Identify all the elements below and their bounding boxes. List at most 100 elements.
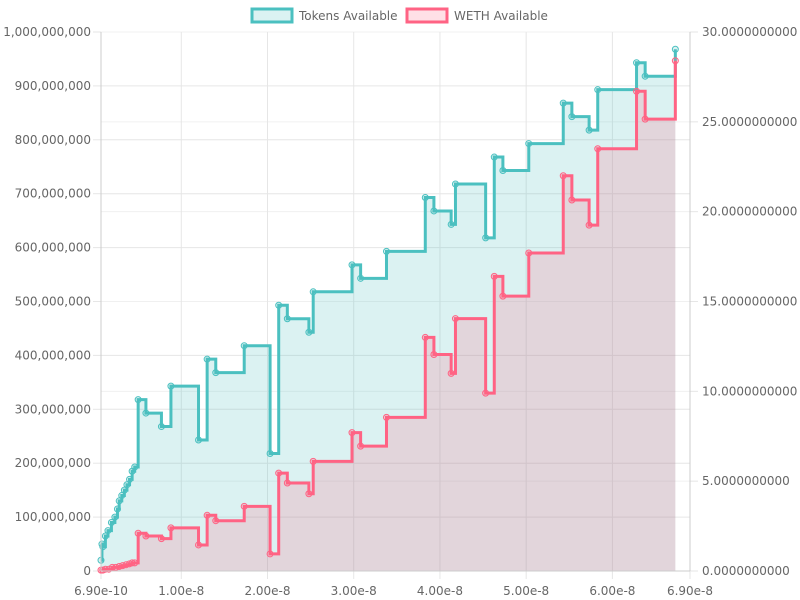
data-point-weth bbox=[134, 529, 142, 537]
data-point-weth bbox=[275, 469, 283, 477]
data-point-tokens bbox=[490, 153, 498, 161]
data-point-weth bbox=[421, 333, 429, 341]
data-point-tokens bbox=[126, 475, 134, 483]
data-point-weth bbox=[559, 172, 567, 180]
data-point-tokens bbox=[107, 518, 115, 526]
series-area-weth bbox=[101, 60, 676, 571]
data-point-tokens bbox=[203, 355, 211, 363]
data-point-weth bbox=[382, 413, 390, 421]
data-point-tokens bbox=[594, 86, 602, 94]
data-point-weth bbox=[594, 145, 602, 153]
x-tick-label: 2.00e-8 bbox=[244, 584, 290, 598]
data-point-tokens bbox=[115, 497, 123, 505]
y-left-tick-label: 600,000,000 bbox=[15, 241, 91, 255]
data-point-weth bbox=[167, 524, 175, 532]
data-point-weth bbox=[451, 315, 459, 323]
data-point-tokens bbox=[525, 140, 533, 148]
y-left-tick-label: 500,000,000 bbox=[15, 295, 91, 309]
data-point-weth bbox=[430, 351, 438, 359]
data-point-tokens bbox=[641, 72, 649, 80]
y-left-tick-label: 400,000,000 bbox=[15, 348, 91, 362]
y-left-tick-label: 700,000,000 bbox=[15, 187, 91, 201]
x-tick-label: 3.00e-8 bbox=[331, 584, 377, 598]
legend-swatch-tokens bbox=[250, 7, 294, 24]
x-tick-label: 6.90e-10 bbox=[74, 584, 128, 598]
data-point-weth bbox=[525, 249, 533, 257]
y-left-tick-label: 200,000,000 bbox=[15, 456, 91, 470]
legend: Tokens Available WETH Available bbox=[250, 7, 548, 24]
series-line-weth bbox=[101, 60, 677, 572]
y-right-tick-label: 10.0000000000 bbox=[702, 384, 797, 398]
x-tick-label: 5.00e-8 bbox=[503, 584, 549, 598]
data-point-weth bbox=[142, 532, 150, 540]
series-area-tokens bbox=[101, 49, 676, 572]
data-point-tokens bbox=[421, 193, 429, 201]
data-point-weth bbox=[195, 541, 203, 549]
data-point-tokens bbox=[357, 274, 365, 282]
series-line-tokens bbox=[100, 49, 677, 562]
data-point-weth bbox=[266, 550, 274, 558]
data-point-tokens bbox=[559, 99, 567, 107]
y-left-tick-label: 100,000,000 bbox=[15, 510, 91, 524]
data-point-weth bbox=[131, 559, 139, 567]
legend-item-weth[interactable]: WETH Available bbox=[405, 7, 548, 24]
data-point-tokens bbox=[633, 59, 641, 67]
y-right-tick-label: 0.0000000000 bbox=[702, 564, 790, 578]
data-point-weth bbox=[157, 535, 165, 543]
y-right-tick-label: 25.0000000000 bbox=[702, 115, 797, 129]
data-point-weth bbox=[671, 57, 679, 65]
data-point-tokens bbox=[111, 513, 119, 521]
y-right-tick-label: 5.0000000000 bbox=[702, 474, 790, 488]
data-point-tokens bbox=[305, 328, 313, 336]
y-right-tick-label: 20.0000000000 bbox=[702, 205, 797, 219]
data-point-tokens bbox=[123, 481, 131, 489]
x-tick-label: 6.00e-8 bbox=[589, 584, 635, 598]
data-point-tokens bbox=[447, 220, 455, 228]
y-left-tick-label: 800,000,000 bbox=[15, 133, 91, 147]
data-point-tokens bbox=[113, 505, 121, 513]
data-point-weth bbox=[240, 502, 248, 510]
data-point-tokens bbox=[131, 463, 139, 471]
data-point-tokens bbox=[266, 449, 274, 457]
data-point-weth bbox=[357, 442, 365, 450]
data-point-tokens bbox=[120, 486, 128, 494]
legend-label-weth: WETH Available bbox=[454, 9, 548, 23]
y-right-tick-label: 15.0000000000 bbox=[702, 295, 797, 309]
data-point-tokens bbox=[482, 234, 490, 242]
axis-layer: 0 100,000,000 200,000,000 300,000,000 400,00… bbox=[3, 25, 797, 598]
data-point-tokens bbox=[382, 247, 390, 255]
legend-item-tokens[interactable]: Tokens Available bbox=[250, 7, 398, 24]
data-point-tokens bbox=[568, 113, 576, 121]
data-point-weth bbox=[482, 389, 490, 397]
data-point-tokens bbox=[101, 532, 109, 540]
data-point-weth bbox=[283, 479, 291, 487]
data-point-tokens bbox=[212, 369, 220, 377]
data-point-tokens bbox=[430, 207, 438, 215]
series-layer bbox=[97, 45, 679, 574]
data-point-weth bbox=[309, 457, 317, 465]
data-point-tokens bbox=[499, 167, 507, 175]
data-point-tokens bbox=[240, 342, 248, 350]
x-tick-label: 1.00e-8 bbox=[158, 584, 204, 598]
data-point-tokens bbox=[134, 396, 142, 404]
data-point-tokens bbox=[585, 126, 593, 134]
data-point-weth bbox=[568, 196, 576, 204]
legend-swatch-weth bbox=[405, 7, 449, 24]
y-left-tick-label: 900,000,000 bbox=[15, 79, 91, 93]
data-point-weth bbox=[348, 429, 356, 437]
data-point-weth bbox=[641, 115, 649, 123]
data-point-tokens bbox=[309, 288, 317, 296]
data-point-weth bbox=[585, 221, 593, 229]
data-point-tokens bbox=[348, 261, 356, 269]
data-point-tokens bbox=[671, 45, 679, 53]
data-point-tokens bbox=[195, 436, 203, 444]
y-left-tick-label: 1,000,000,000 bbox=[3, 25, 91, 39]
data-point-weth bbox=[203, 511, 211, 519]
data-point-tokens bbox=[157, 423, 165, 431]
data-point-weth bbox=[633, 87, 641, 95]
data-point-tokens bbox=[142, 409, 150, 417]
data-point-weth bbox=[499, 292, 507, 300]
y-left-tick-label: 0 bbox=[83, 564, 91, 578]
y-right-tick-label: 30.0000000000 bbox=[702, 25, 797, 39]
